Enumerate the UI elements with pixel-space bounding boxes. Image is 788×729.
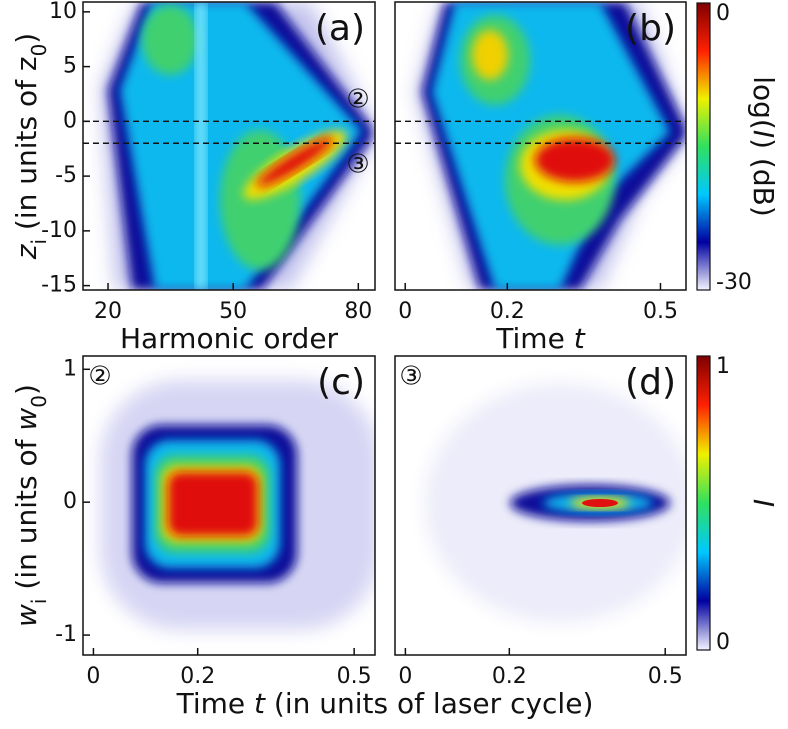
- x-tick-label: 0.2: [492, 664, 527, 689]
- colorbar-tick-label: 0: [716, 1, 730, 26]
- label-part: Harmonic order: [120, 322, 339, 355]
- axis-label: log(I) (dB): [747, 76, 780, 217]
- label-part: I: [747, 499, 780, 507]
- axis-label: zi (in units of z0): [10, 33, 51, 261]
- x-tick-label: 0.5: [643, 299, 678, 324]
- label-part: ): [10, 384, 43, 395]
- label-part: w: [10, 408, 43, 431]
- annotation: ②: [346, 85, 369, 115]
- x-tick-label: 0.2: [180, 664, 215, 689]
- annotation: ③: [399, 362, 422, 392]
- label-part: 0: [27, 395, 51, 408]
- y-tick-label: -1: [55, 622, 77, 647]
- y-tick-label: -15: [41, 273, 77, 298]
- y-tick-label: 0: [63, 489, 77, 514]
- colorbar-tick-label: -30: [716, 270, 752, 295]
- frame: [394, 355, 687, 656]
- label-part: log(: [747, 76, 780, 130]
- x-tick-label: 0.5: [337, 664, 372, 689]
- label-part: ) (dB): [747, 138, 780, 217]
- y-tick-label: 1: [63, 356, 77, 381]
- annotation: ②: [88, 362, 111, 392]
- colorbar: [696, 2, 711, 291]
- x-tick-label: 0.2: [490, 299, 525, 324]
- axis-label: Harmonic order: [120, 322, 339, 355]
- y-tick-label: 5: [63, 54, 77, 79]
- heatmap-a: [100, 2, 375, 290]
- x-tick-label: 80: [344, 299, 372, 324]
- x-tick-label: 0: [398, 299, 412, 324]
- heatmap-c: [100, 380, 375, 630]
- y-tick-label: 0: [63, 108, 77, 133]
- panel-label: (a): [315, 8, 365, 49]
- label-part: w: [10, 604, 43, 627]
- frame: [82, 1, 376, 291]
- panel-label: (d): [625, 362, 676, 403]
- annotation: ③: [346, 150, 369, 180]
- colorbar-tick-label: 0: [716, 630, 730, 655]
- label-part: Time: [176, 687, 254, 720]
- label-part: t: [254, 687, 266, 720]
- panel-label: (b): [625, 8, 676, 49]
- axis-label: I: [747, 499, 780, 507]
- label-part: z: [10, 243, 43, 260]
- x-tick-label: 20: [94, 299, 122, 324]
- y-tick-label: -10: [41, 218, 77, 243]
- label-part: (in units of: [10, 431, 43, 599]
- axis-label: Time t: [495, 322, 585, 355]
- label-part: (in units of z: [10, 56, 43, 239]
- frame: [394, 1, 687, 291]
- y-tick-label: 10: [49, 0, 77, 24]
- x-tick-label: 50: [219, 299, 247, 324]
- label-part: I: [747, 130, 780, 138]
- colorbar: [696, 355, 711, 651]
- label-part: Time: [495, 322, 573, 355]
- x-tick-label: 0: [398, 664, 412, 689]
- heatmap-b: [415, 2, 686, 290]
- x-tick-label: 0: [86, 664, 100, 689]
- frame: [82, 355, 376, 656]
- panel-label: (c): [317, 362, 365, 403]
- colorbar-tick-label: 1: [716, 354, 730, 379]
- label-part: t: [574, 322, 586, 355]
- label-part: 0: [27, 44, 51, 57]
- label-part: ): [10, 33, 43, 44]
- axis-label: Time t (in units of laser cycle): [176, 687, 594, 720]
- x-tick-label: 0.5: [648, 664, 683, 689]
- label-part: i: [27, 599, 51, 605]
- heatmap-d: [425, 383, 686, 623]
- label-part: (in units of laser cycle): [265, 687, 593, 720]
- label-part: i: [27, 239, 51, 245]
- axis-label: wi (in units of w0): [10, 384, 51, 627]
- y-tick-label: -5: [55, 163, 77, 188]
